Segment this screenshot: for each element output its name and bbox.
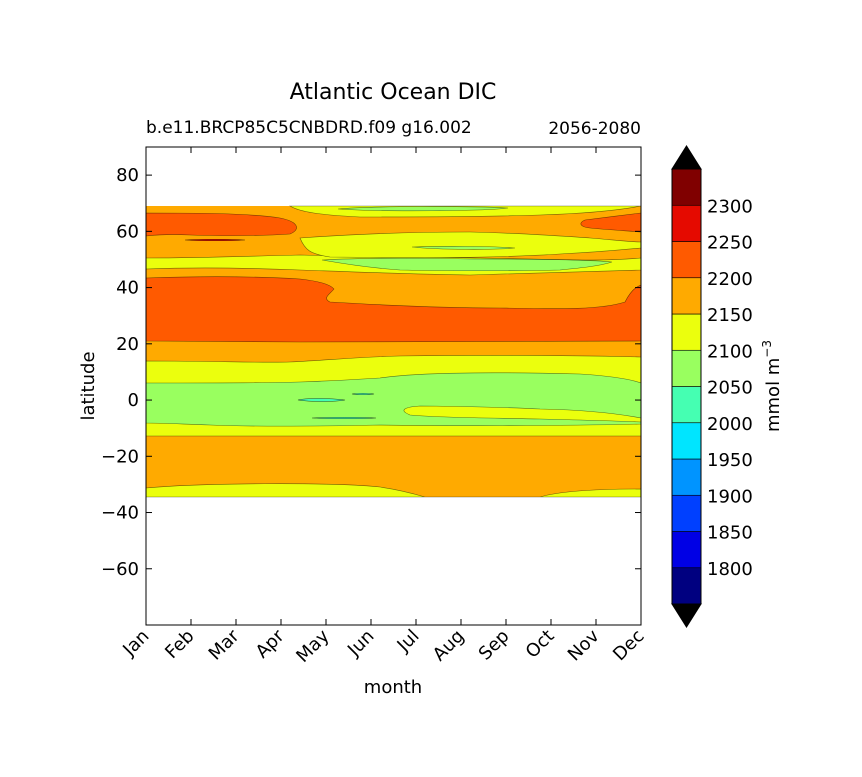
- x-axis-label: month: [364, 677, 422, 698]
- colorbar-segment: [671, 567, 702, 605]
- colorbar-tick-label: 1950: [707, 450, 753, 471]
- y-tick-label: −20: [101, 446, 139, 467]
- colorbar: 1800 1850 1900 1950 2000 2050 2100 2150 2200 2250…: [671, 145, 753, 628]
- region-2100-2150-south: [146, 483, 641, 498]
- colorbar-segment: [671, 531, 702, 569]
- colorbar-extend-min: [671, 603, 702, 628]
- x-tick-label: Dec: [609, 626, 648, 665]
- colorbar-tick-label: 1800: [707, 559, 753, 580]
- region-2200-2250-midlat: [146, 276, 641, 343]
- colorbar-segment: [671, 241, 702, 279]
- plot-area: [146, 205, 641, 498]
- colorbar-tick-label: 2300: [707, 196, 753, 217]
- y-axis-label: latitude: [78, 351, 99, 420]
- colorbar-tick-label: 1850: [707, 523, 753, 544]
- contour-fills: [146, 205, 641, 498]
- colorbar-tick-label: 2100: [707, 341, 753, 362]
- x-tick-label: Jun: [343, 626, 378, 661]
- colorbar-label-exponent: −3: [760, 340, 774, 358]
- x-tick-label: Nov: [564, 625, 604, 665]
- colorbar-tick-label: 2250: [707, 233, 753, 254]
- region-2000-2050-patch-jun-south: [311, 416, 377, 420]
- region-2200-2250-nw: [146, 212, 297, 237]
- x-tick-label: Jul: [393, 626, 424, 657]
- chart-title: Atlantic Ocean DIC: [290, 80, 497, 105]
- region-2000-2050-patch-may: [297, 398, 346, 402]
- colorbar-label: mmol m−3: [760, 340, 784, 432]
- colorbar-segment: [671, 204, 702, 242]
- x-tick-label: Jan: [118, 626, 153, 661]
- colorbar-label-text: mmol m−3: [760, 340, 784, 432]
- colorbar-segment: [671, 458, 702, 496]
- x-tick-label: Feb: [161, 626, 198, 663]
- colorbar-tick-label: 2000: [707, 414, 753, 435]
- x-tick-label: Aug: [429, 626, 469, 666]
- y-tick-label: −60: [101, 559, 139, 580]
- region-2050-2100-top: [337, 206, 509, 212]
- region-2000-2050-patch-jun: [351, 392, 375, 396]
- chart-subtitle-right: 2056-2080: [548, 119, 641, 139]
- region-2050-2100-north: [321, 258, 613, 272]
- y-tick-label: −40: [101, 503, 139, 524]
- colorbar-segment: [671, 422, 702, 460]
- chart-subtitle-left: b.e11.BRCP85C5CNBDRD.f09 g16.002: [146, 118, 472, 138]
- region-2050-2100-equator: [146, 372, 641, 427]
- colorbar-segment: [671, 313, 702, 351]
- y-tick-label: 20: [116, 334, 139, 355]
- colorbar-tick-label: 2150: [707, 305, 753, 326]
- x-tick-label: May: [292, 625, 333, 666]
- colorbar-tick-label: 2050: [707, 378, 753, 399]
- y-tick-label: 80: [116, 165, 139, 186]
- region-2200-2250-ne: [580, 212, 641, 233]
- plot-frame: [145, 146, 642, 626]
- colorbar-segment: [671, 168, 702, 206]
- y-tick-label: 40: [116, 278, 139, 299]
- colorbar-frame: [671, 168, 702, 605]
- colorbar-tick-label: 2200: [707, 269, 753, 290]
- y-tick-label: 60: [116, 221, 139, 242]
- colorbar-segment: [671, 494, 702, 532]
- x-tick-label: Oct: [522, 626, 559, 663]
- y-axis: 80 60 40 20 0 −20 −40 −60: [101, 165, 641, 580]
- colorbar-label-unit: mmol m: [763, 358, 784, 432]
- x-tick-label: Sep: [475, 626, 514, 665]
- region-2050-2100-north-aug: [411, 246, 516, 250]
- colorbar-segment: [671, 277, 702, 315]
- colorbar-segment: [671, 349, 702, 387]
- colorbar-tick-label: 1900: [707, 486, 753, 507]
- x-tick-label: Apr: [252, 625, 289, 662]
- region-2250-2300-sliver-feb: [184, 238, 246, 242]
- y-tick-label: 0: [128, 390, 139, 411]
- region-2100-2150-north-summer: [299, 231, 641, 258]
- colorbar-extend-max: [671, 145, 702, 170]
- x-tick-label: Mar: [205, 625, 244, 664]
- colorbar-segment: [671, 386, 702, 424]
